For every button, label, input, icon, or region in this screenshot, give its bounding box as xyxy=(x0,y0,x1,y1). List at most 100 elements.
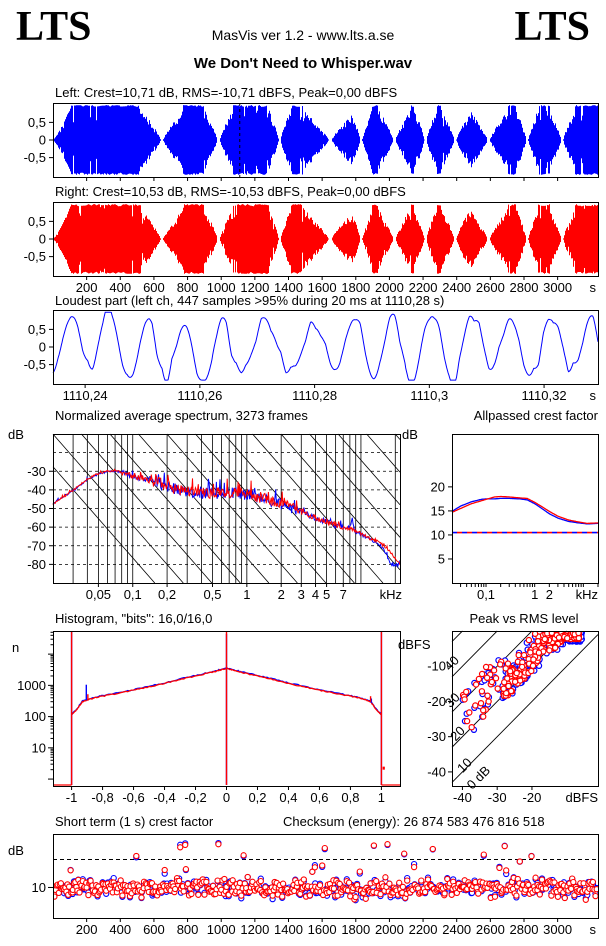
svg-text:2000: 2000 xyxy=(375,280,404,295)
svg-text:0,8: 0,8 xyxy=(341,790,359,805)
short-term-ylabel: dB xyxy=(8,843,24,858)
file-title: We Don't Need to Whisper.wav xyxy=(193,55,413,72)
svg-text:-1: -1 xyxy=(66,790,78,805)
svg-text:200: 200 xyxy=(76,280,98,295)
svg-text:-50: -50 xyxy=(27,501,46,516)
svg-text:1000: 1000 xyxy=(207,280,236,295)
svg-text:1600: 1600 xyxy=(308,922,337,937)
svg-text:1400: 1400 xyxy=(274,922,303,937)
svg-text:-30: -30 xyxy=(27,464,46,479)
svg-text:10: 10 xyxy=(431,527,445,542)
svg-text:20: 20 xyxy=(447,723,468,744)
allpassed-ylabel: dB xyxy=(402,427,418,442)
svg-text:2400: 2400 xyxy=(442,280,471,295)
svg-text:-40: -40 xyxy=(427,764,446,779)
svg-text:1000: 1000 xyxy=(207,922,236,937)
lts-logo-left: LTS xyxy=(16,4,92,50)
peak-vs-rms-title: Peak vs RMS level xyxy=(469,611,579,626)
svg-text:s: s xyxy=(590,388,597,403)
svg-text:800: 800 xyxy=(177,280,199,295)
svg-text:2400: 2400 xyxy=(442,922,471,937)
svg-text:-0,5: -0,5 xyxy=(24,357,46,372)
svg-text:dBFS: dBFS xyxy=(565,790,598,805)
left-waveform-title: Left: Crest=10,71 dB, RMS=-10,71 dBFS, P… xyxy=(55,85,398,100)
svg-text:0,5: 0,5 xyxy=(28,115,46,130)
svg-text:2800: 2800 xyxy=(510,922,539,937)
svg-text:1800: 1800 xyxy=(341,922,370,937)
svg-text:-0,4: -0,4 xyxy=(153,790,175,805)
chart-short-term-crest: 10 200 400 600 800 1000 1200 1400 1600 1800 2000 22… xyxy=(32,834,599,937)
svg-text:2600: 2600 xyxy=(476,280,505,295)
svg-text:1: 1 xyxy=(378,790,385,805)
histogram-title: Histogram, "bits": 16,0/16,0 xyxy=(55,611,213,626)
svg-text:0: 0 xyxy=(39,232,46,247)
svg-text:100: 100 xyxy=(24,709,46,724)
svg-text:2: 2 xyxy=(278,587,285,602)
svg-text:2000: 2000 xyxy=(375,922,404,937)
svg-text:0,1: 0,1 xyxy=(124,587,142,602)
svg-text:2200: 2200 xyxy=(409,922,438,937)
svg-text:kHz: kHz xyxy=(380,587,402,602)
svg-text:-0,5: -0,5 xyxy=(24,150,46,165)
svg-text:3000: 3000 xyxy=(543,280,572,295)
svg-text:-0,5: -0,5 xyxy=(24,249,46,264)
svg-text:1: 1 xyxy=(243,587,250,602)
svg-text:2600: 2600 xyxy=(476,922,505,937)
svg-text:1110,26: 1110,26 xyxy=(177,388,222,403)
svg-text:0: 0 xyxy=(39,340,46,355)
svg-text:1200: 1200 xyxy=(240,280,269,295)
svg-text:20: 20 xyxy=(431,479,445,494)
svg-text:1200: 1200 xyxy=(240,922,269,937)
chart-loudest-part: 0,5 0 -0,5 1110,24 1110,26 1110,28 1110,3 1110,… xyxy=(24,310,599,403)
svg-text:-80: -80 xyxy=(27,557,46,572)
svg-text:600: 600 xyxy=(143,280,165,295)
svg-text:0: 0 xyxy=(223,790,230,805)
svg-text:0,4: 0,4 xyxy=(279,790,297,805)
chart-right-waveform: 0,5 0 -0,5 200 400 600 800 1000 1200 1400 1600 1800… xyxy=(24,202,599,295)
allpassed-crest-title: Allpassed crest factor xyxy=(473,408,598,423)
svg-text:400: 400 xyxy=(109,922,131,937)
svg-text:10: 10 xyxy=(32,880,46,895)
svg-text:0,5: 0,5 xyxy=(28,322,46,337)
chart-allpassed-crest: 5 10 15 20 0,1 1 2 kHz xyxy=(431,434,599,602)
svg-text:0,05: 0,05 xyxy=(86,587,111,602)
svg-text:1110,32: 1110,32 xyxy=(522,388,567,403)
svg-text:-20: -20 xyxy=(427,694,446,709)
chart-left-waveform: 0,5 0 -0,5 xyxy=(24,103,599,181)
svg-text:3000: 3000 xyxy=(543,922,572,937)
histogram-ylabel: n xyxy=(12,640,20,655)
svg-text:-70: -70 xyxy=(27,538,46,553)
svg-text:-20: -20 xyxy=(523,790,542,805)
svg-text:-0,6: -0,6 xyxy=(122,790,144,805)
svg-text:1110,3: 1110,3 xyxy=(410,388,448,403)
svg-text:3: 3 xyxy=(298,587,305,602)
svg-text:10: 10 xyxy=(32,740,46,755)
svg-text:-10: -10 xyxy=(427,659,446,674)
svg-text:1: 1 xyxy=(531,587,538,602)
svg-text:0,2: 0,2 xyxy=(248,790,266,805)
svg-text:kHz: kHz xyxy=(576,587,598,602)
svg-text:15: 15 xyxy=(431,503,445,518)
svg-text:-60: -60 xyxy=(27,520,46,535)
checksum-label: Checksum (energy): 26 874 583 476 816 51… xyxy=(283,814,545,829)
svg-text:400: 400 xyxy=(109,280,131,295)
spectrum-title: Normalized average spectrum, 3273 frames xyxy=(55,408,308,423)
svg-text:0,5: 0,5 xyxy=(203,587,221,602)
svg-text:5: 5 xyxy=(323,587,330,602)
app-version-line: MasVis ver 1.2 - www.lts.a.se xyxy=(211,27,395,43)
svg-text:0,5: 0,5 xyxy=(28,214,46,229)
chart-average-spectrum: -30 -40 -50 -60 -70 -80 0,05 0,1 0,2 0,5 1 2 3 4 5 7 kHz xyxy=(27,433,402,602)
svg-text:5: 5 xyxy=(438,551,445,566)
svg-text:0: 0 xyxy=(39,133,46,148)
svg-text:2800: 2800 xyxy=(510,280,539,295)
spectrum-ylabel: dB xyxy=(8,427,24,442)
svg-text:800: 800 xyxy=(177,922,199,937)
lts-logo-right: LTS xyxy=(514,4,590,50)
svg-text:1000: 1000 xyxy=(17,678,46,693)
short-term-crest-title: Short term (1 s) crest factor xyxy=(55,814,214,829)
svg-text:1110,28: 1110,28 xyxy=(292,388,337,403)
svg-text:-40: -40 xyxy=(27,482,46,497)
